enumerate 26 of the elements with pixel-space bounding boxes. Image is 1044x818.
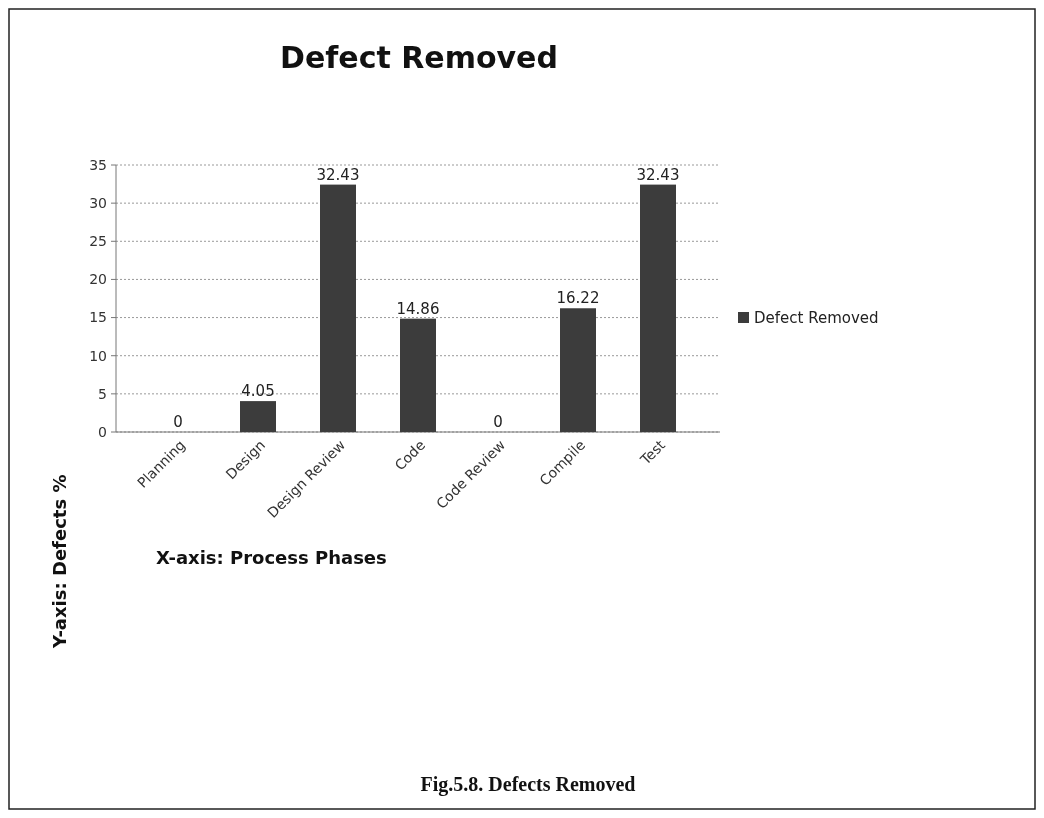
y-tick-label: 35 (89, 156, 107, 173)
data-label: 32.43 (316, 165, 360, 184)
y-tick-label: 25 (89, 233, 107, 250)
data-label: 16.22 (556, 289, 600, 308)
legend-label: Defect Removed (754, 309, 879, 328)
y-axis-title: Y-axis: Defects % (49, 474, 70, 649)
y-tick-label: 5 (98, 385, 107, 402)
y-tick-label: 15 (89, 309, 107, 326)
y-tick-label: 30 (89, 195, 107, 212)
data-label: 4.05 (241, 382, 275, 401)
chart-title: Defect Removed (280, 40, 558, 75)
y-tick-label: 10 (89, 347, 107, 364)
bar (400, 318, 436, 432)
bar (640, 184, 676, 432)
caption: Fig.5.8. Defects Removed (420, 773, 636, 796)
x-tick-label: Test (636, 436, 669, 469)
data-label: 0 (493, 413, 503, 431)
data-label: 32.43 (636, 165, 680, 184)
data-label: 14.86 (396, 299, 440, 318)
bar (560, 308, 596, 432)
y-tick-label: 0 (98, 423, 107, 440)
y-tick-label: 20 (89, 271, 107, 288)
bar (240, 401, 276, 432)
bar (320, 184, 356, 432)
data-label: 0 (173, 413, 183, 431)
x-axis-title: X-axis: Process Phases (156, 547, 387, 568)
